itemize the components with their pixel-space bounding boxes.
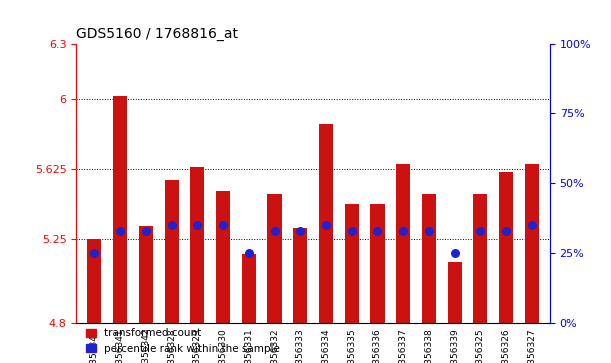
Point [501,228,511,234]
Point [115,228,125,234]
Bar [499,172,513,323]
Point [347,228,357,234]
Point [527,223,537,228]
Bar [164,180,178,323]
Point [218,223,228,228]
Point [167,223,177,228]
Bar [87,239,101,323]
Bar [190,167,205,323]
Text: GDS5160 / 1768816_at: GDS5160 / 1768816_at [76,27,238,41]
Legend: transformed count, percentile rank within the sample: transformed count, percentile rank withi… [82,324,285,358]
Bar [242,254,256,323]
Bar [422,195,436,323]
Point [141,228,151,234]
Point [89,250,99,256]
Point [244,250,254,256]
Point [373,228,382,234]
Bar [448,262,462,323]
Point [269,228,279,234]
Point [192,223,202,228]
Point [398,228,408,234]
Point [475,228,485,234]
Bar [474,195,488,323]
Point [321,223,331,228]
Bar [113,96,127,323]
Bar [319,124,333,323]
Bar [268,195,282,323]
Bar [139,226,153,323]
Point [424,228,434,234]
Bar [396,164,411,323]
Point [450,250,459,256]
Bar [293,228,307,323]
Bar [370,204,384,323]
Bar [345,204,359,323]
Point [295,228,305,234]
Bar [525,164,539,323]
Bar [216,191,230,323]
